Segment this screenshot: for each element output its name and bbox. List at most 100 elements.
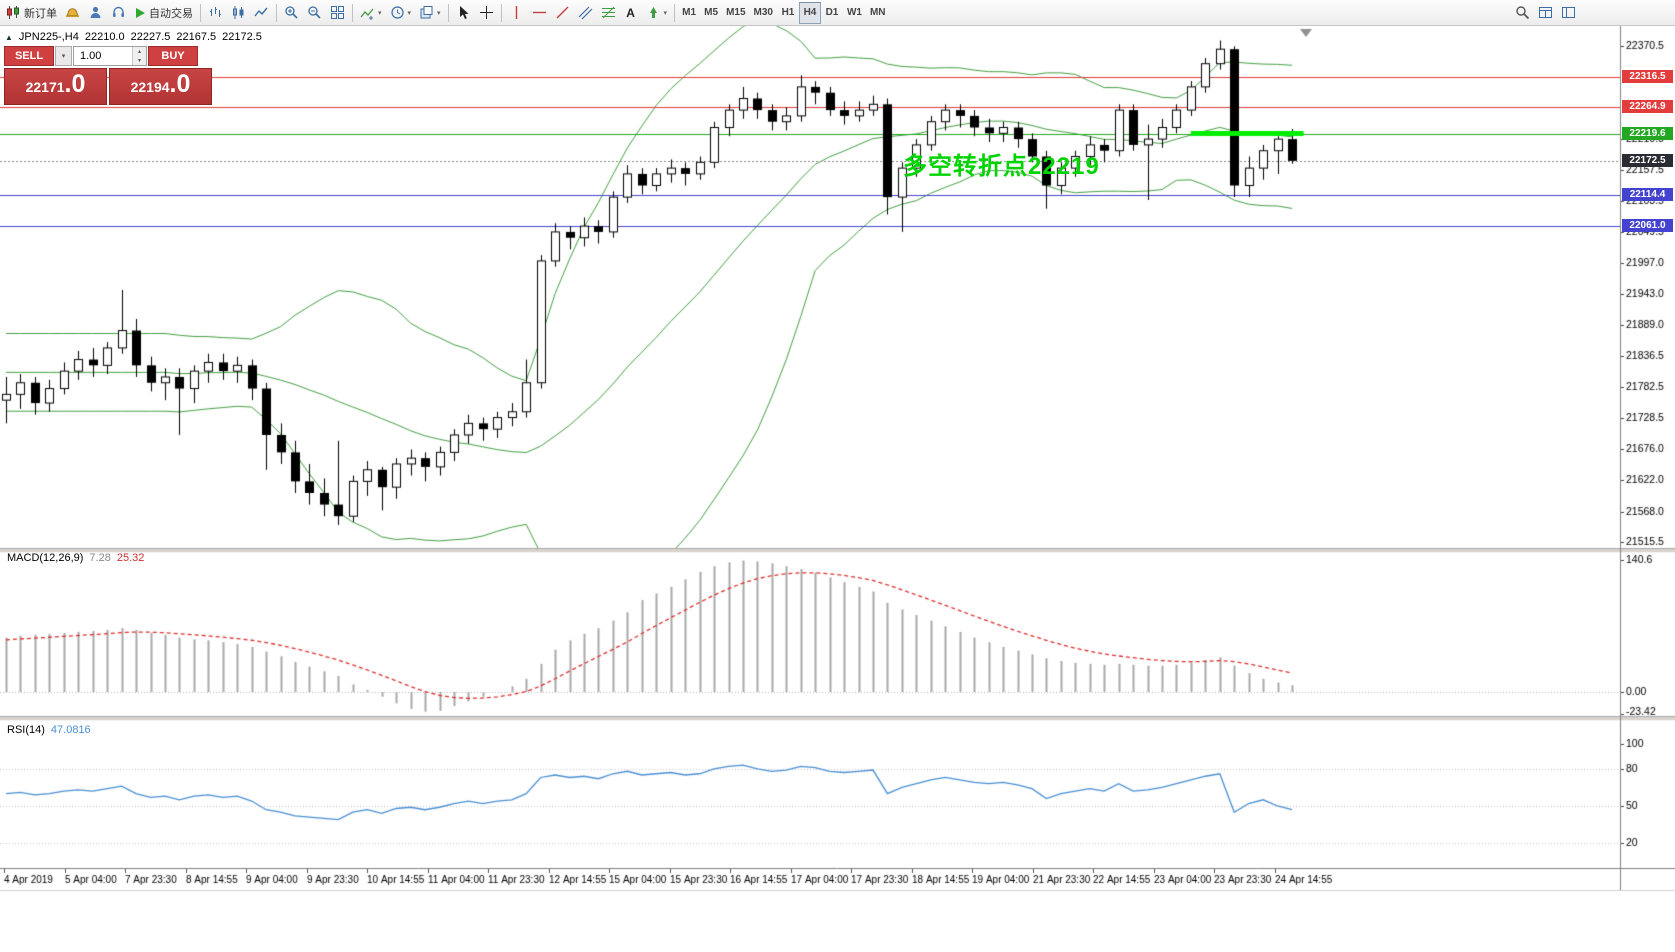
play-icon	[136, 7, 145, 18]
timeframe-m5-button[interactable]: M5	[700, 2, 722, 24]
periods-button[interactable]: ▾	[386, 2, 416, 24]
profile-button[interactable]	[84, 2, 107, 24]
trendline-button[interactable]	[551, 2, 574, 24]
line-chart-icon	[254, 7, 268, 17]
chart-annotation-text: 多空转折点22219	[903, 153, 1100, 180]
zoom-in-button[interactable]	[280, 2, 303, 24]
macd-signal-value: 25.32	[116, 552, 145, 564]
timeframe-m15-button[interactable]: M15	[722, 2, 749, 24]
one-click-collapse-arrow[interactable]: ▲	[5, 32, 13, 42]
navigator-icon	[1562, 7, 1575, 18]
ohlc-open: 22210.0	[84, 31, 125, 43]
zoom-in-icon	[285, 6, 298, 19]
chevron-down-icon: ▾	[437, 9, 441, 17]
text-tool-button[interactable]: A	[620, 2, 642, 24]
volume-input[interactable]	[74, 47, 132, 65]
chevron-down-icon: ▾	[407, 9, 412, 17]
horizontal-line-icon	[532, 11, 546, 14]
templates-button[interactable]: ▾	[415, 2, 445, 24]
symbol-info-bar: ▲ JPN225-,H4 22210.0 22227.5 22167.5 221…	[5, 31, 262, 43]
zoom-out-button[interactable]	[303, 2, 326, 24]
toolbar-separator	[447, 3, 449, 22]
indicators-button[interactable]: ▾	[356, 2, 386, 24]
timeframe-m30-button[interactable]: M30	[750, 2, 777, 24]
order-type-dropdown[interactable]: ▾	[55, 46, 72, 66]
resistance-price-badge: 22264.9	[1622, 100, 1673, 113]
sell-price-panel[interactable]: 22171.0	[4, 68, 107, 105]
clock-icon	[390, 6, 404, 19]
timeframe-w1-button[interactable]: W1	[843, 2, 866, 24]
rsi-indicator-header: RSI(14) 47.0816	[7, 724, 91, 736]
buy-price-panel[interactable]: 22194.0	[109, 68, 212, 105]
support-price-badge: 22114.4	[1622, 188, 1673, 201]
macd-main-value: 7.28	[89, 552, 111, 564]
cursor-button[interactable]	[452, 2, 475, 24]
chevron-down-icon: ▾	[663, 9, 668, 17]
current-price-badge: 22172.5	[1622, 154, 1673, 167]
trade-panel-price-row: 22171.0 22194.0	[4, 68, 216, 105]
timeframe-m1-button[interactable]: M1	[678, 2, 700, 24]
autotrading-button[interactable]: 自动交易	[130, 2, 197, 24]
crosshair-icon	[479, 6, 493, 19]
channel-button[interactable]	[574, 2, 597, 24]
vertical-line-icon	[515, 6, 517, 19]
trendline-icon	[556, 6, 569, 19]
rsi-label: RSI(14)	[7, 724, 45, 736]
macd-indicator-header: MACD(12,26,9) 7.28 25.32	[7, 552, 144, 564]
chevron-down-icon: ▾	[378, 9, 382, 17]
sell-price-pips: .0	[64, 70, 86, 98]
rsi-value: 47.0816	[50, 724, 91, 736]
new-order-button[interactable]: 新订单	[2, 2, 61, 24]
resistance-price-badge: 22316.5	[1622, 70, 1673, 83]
candlestick-chart-button[interactable]	[227, 2, 250, 24]
candlestick-chart-icon	[233, 6, 244, 19]
line-chart-button[interactable]	[250, 2, 273, 24]
support-price-badge: 22061.0	[1622, 219, 1673, 232]
expert-advisors-button[interactable]	[61, 2, 84, 24]
volume-up-button[interactable]: ▴	[133, 47, 146, 56]
pivot-price-badge: 22219.6	[1622, 127, 1673, 140]
volume-box: ▴ ▾	[73, 46, 147, 66]
hard-hat-icon	[66, 8, 79, 18]
navigator-button[interactable]	[1557, 2, 1580, 24]
timeframe-h1-button[interactable]: H1	[777, 2, 799, 24]
zoom-out-icon	[308, 6, 321, 19]
toolbar-separator	[200, 3, 201, 22]
search-button[interactable]	[1511, 2, 1534, 24]
toolbar-separator	[674, 3, 676, 22]
toolbar-separator	[500, 3, 502, 22]
crosshair-button[interactable]	[475, 2, 498, 24]
volume-spinners: ▴ ▾	[132, 47, 146, 65]
indicators-icon	[360, 8, 374, 20]
fibonacci-button[interactable]	[597, 2, 620, 24]
cursor-arrow-icon	[459, 6, 469, 19]
buy-price-main: 22194	[130, 79, 170, 95]
tile-windows-button[interactable]	[326, 2, 349, 24]
toolbar-right-group	[1511, 2, 1580, 24]
volume-down-button[interactable]: ▾	[133, 56, 146, 65]
arrow-marker-icon	[649, 7, 657, 18]
text-tool-icon: A	[626, 5, 635, 20]
ohlc-close: 22172.5	[222, 31, 262, 43]
support-button[interactable]	[107, 2, 130, 24]
ohlc-low: 22167.5	[176, 31, 217, 43]
new-order-icon	[7, 6, 19, 19]
bar-chart-button[interactable]	[204, 2, 227, 24]
sell-button[interactable]: SELL	[4, 46, 54, 66]
timeframe-mn-button[interactable]: MN	[866, 2, 890, 24]
horizontal-line-button[interactable]	[528, 2, 551, 24]
vertical-line-button[interactable]	[505, 2, 528, 24]
person-icon	[90, 6, 101, 18]
macd-label: MACD(12,26,9)	[7, 552, 84, 564]
one-click-trade-panel: SELL ▾ ▴ ▾ BUY 22171.0 22194.0	[4, 46, 216, 105]
timeframe-d1-button[interactable]: D1	[821, 2, 843, 24]
fibonacci-icon	[601, 6, 615, 19]
toolbar: 新订单 自动交易 ▾ ▾ ▾	[0, 0, 1675, 26]
search-icon	[1516, 6, 1530, 20]
data-window-button[interactable]	[1534, 2, 1557, 24]
arrows-tool-button[interactable]: ▾	[642, 2, 672, 24]
timeframe-h4-button[interactable]: H4	[798, 1, 821, 24]
data-window-icon	[1539, 7, 1552, 18]
buy-button[interactable]: BUY	[148, 46, 198, 66]
